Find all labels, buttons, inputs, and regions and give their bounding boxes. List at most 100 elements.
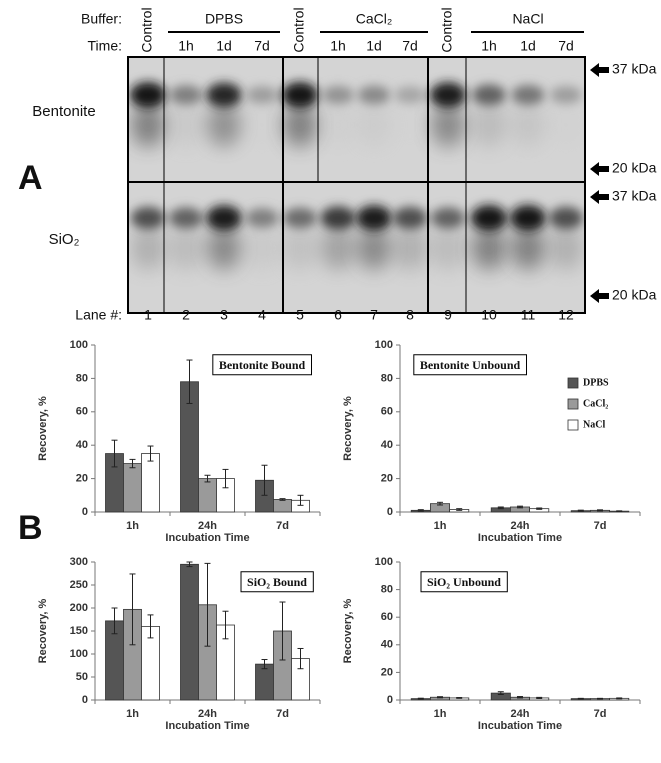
smear (511, 103, 545, 147)
error-bar (437, 501, 443, 506)
y-tick-label: 20 (381, 473, 393, 485)
error-bar (536, 507, 543, 510)
lane-number: 3 (220, 307, 228, 323)
band (356, 205, 392, 231)
time-label: 7d (254, 38, 270, 54)
error-bar (261, 464, 268, 496)
lane-number: 6 (334, 307, 342, 323)
y-tick-label: 300 (70, 556, 88, 568)
error-bar (597, 697, 603, 700)
x-tick-label: 7d (276, 520, 289, 532)
band (357, 85, 391, 105)
error-bar (437, 696, 443, 699)
bar (198, 478, 217, 513)
smear (549, 226, 583, 270)
error-bar (186, 561, 193, 568)
y-tick-label: 100 (70, 648, 88, 660)
title-box (212, 354, 313, 376)
error-bar (147, 445, 154, 462)
band (283, 207, 317, 229)
time-label: 1h (330, 38, 346, 54)
lane-number: 2 (182, 307, 190, 323)
y-tick-label: 40 (381, 639, 393, 651)
error-bar (577, 509, 584, 512)
group-label: CaCl₂ (356, 11, 393, 27)
error-bar (279, 601, 286, 661)
y-tick-label: 40 (76, 439, 88, 451)
smear (431, 103, 465, 147)
band (510, 205, 546, 231)
band (394, 86, 426, 104)
smear (169, 103, 203, 147)
bar (255, 663, 274, 701)
y-tick-label: 0 (82, 506, 88, 518)
legend-swatch (567, 377, 579, 389)
legend-label: NaCl (583, 419, 605, 430)
smear (131, 226, 165, 270)
marker-label: 37 kDa (612, 188, 657, 204)
y-tick-label: 150 (70, 625, 88, 637)
lane-number: 10 (481, 307, 497, 323)
smear (393, 103, 427, 147)
band (550, 86, 582, 104)
smear (549, 103, 583, 147)
chart-title: Bentonite Bound (219, 358, 306, 372)
smear (283, 226, 317, 270)
band (206, 205, 242, 231)
bar (180, 563, 199, 701)
time-label: 7d (402, 38, 418, 54)
error-bar (497, 506, 504, 510)
smear (283, 103, 317, 147)
error-bar (577, 697, 584, 700)
time-label: 1d (366, 38, 382, 54)
control-label: Control (439, 7, 455, 52)
x-tick-label: 24h (198, 520, 217, 532)
legend-label: CaCl₂ (583, 398, 608, 409)
y-tick-label: 40 (381, 439, 393, 451)
chart-title: SiO₂ Bound (247, 575, 307, 589)
y-tick-label: 60 (381, 611, 393, 623)
time-label: Time: (88, 38, 122, 54)
x-tick-label: 1h (126, 708, 139, 720)
band (431, 207, 465, 229)
x-tick-label: 1h (126, 520, 139, 532)
title-box (420, 571, 508, 593)
y-tick-label: 20 (76, 473, 88, 485)
smear (321, 103, 355, 147)
x-tick-label: 7d (594, 708, 607, 720)
error-bar (261, 659, 268, 670)
x-tick-label: 7d (594, 520, 607, 532)
bar (273, 499, 292, 513)
y-tick-label: 0 (82, 694, 88, 706)
error-bar (497, 691, 504, 695)
error-bar (111, 607, 118, 635)
marker-label: 20 kDa (612, 287, 657, 303)
error-bar (517, 696, 523, 699)
error-bar (204, 474, 211, 483)
marker-arrow (590, 63, 609, 77)
x-tick-label: 7d (276, 708, 289, 720)
lane-label: Lane #: (75, 307, 122, 323)
lane-number: 1 (144, 307, 152, 323)
control-label: Control (291, 7, 307, 52)
x-axis-label: Incubation Time (478, 532, 562, 544)
time-label: 1h (481, 38, 497, 54)
y-tick-label: 60 (76, 406, 88, 418)
error-bar (222, 468, 229, 489)
error-bar (417, 697, 424, 700)
band (246, 86, 278, 104)
lane-number: 7 (370, 307, 378, 323)
x-axis-label: Incubation Time (165, 720, 249, 732)
x-tick-label: 1h (434, 708, 447, 720)
smear (207, 226, 241, 270)
buffer-label: Buffer: (81, 11, 122, 27)
row-label: SiO₂ (49, 231, 80, 248)
x-tick-label: 1h (434, 520, 447, 532)
error-bar (297, 647, 304, 670)
band (471, 205, 507, 231)
error-bar (129, 573, 136, 646)
marker-label: 37 kDa (612, 61, 657, 77)
smear (207, 103, 241, 147)
smear (245, 103, 279, 147)
panel-label: A (18, 159, 43, 197)
